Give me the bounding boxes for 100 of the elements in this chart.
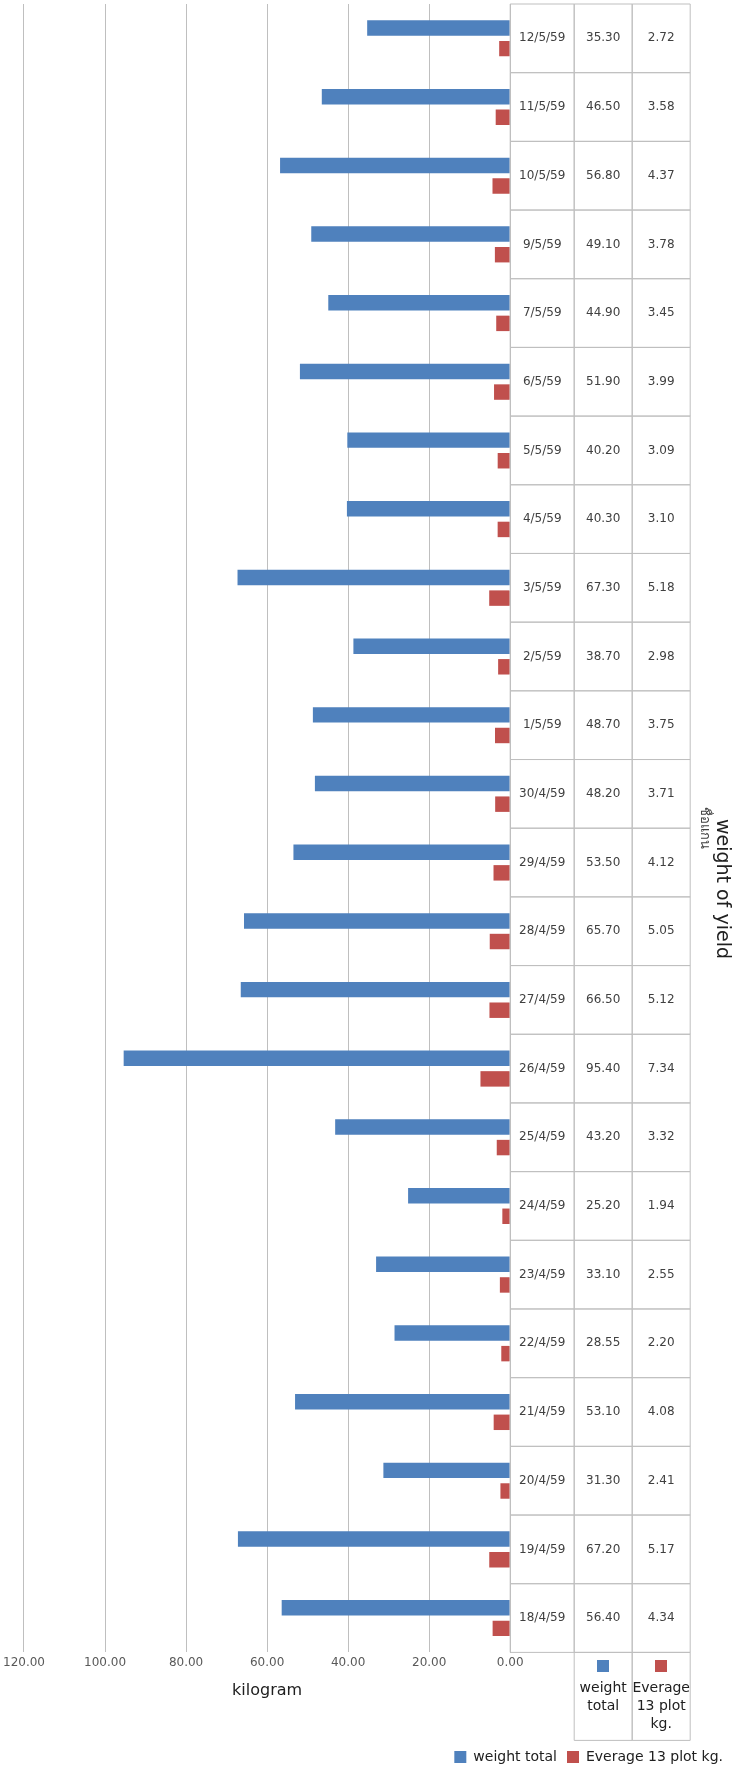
- x-tick-label: 120.00: [2, 1654, 45, 1669]
- data-label: 4.08: [647, 1404, 675, 1419]
- y-tick-label: 5/5/59: [522, 442, 562, 457]
- y-tick-label: 12/5/59: [519, 30, 566, 45]
- data-label: 2.20: [647, 1335, 675, 1350]
- data-label: 33.10: [586, 1266, 621, 1281]
- y-tick-label: 18/4/59: [519, 1610, 566, 1625]
- data-label: 2.98: [647, 648, 675, 663]
- y-tick-label: 11/5/59: [519, 99, 566, 114]
- bar: [280, 157, 510, 174]
- bar: [498, 659, 510, 675]
- bar: [497, 453, 510, 469]
- y-tick-label: 19/4/59: [519, 1541, 566, 1556]
- bar: [328, 295, 510, 311]
- data-label: 25.20: [586, 1198, 621, 1213]
- data-label: 65.70: [586, 923, 621, 938]
- bar: [314, 775, 510, 792]
- data-label: 5.12: [647, 992, 675, 1007]
- bar: [493, 865, 510, 881]
- bar: [502, 1208, 510, 1224]
- y-tick-label: 30/4/59: [519, 785, 566, 800]
- data-label: 7.34: [647, 1060, 675, 1075]
- bar: [312, 707, 510, 723]
- data-label: 49.10: [586, 236, 621, 251]
- data-label: 40.20: [586, 442, 621, 457]
- bar: [353, 638, 510, 654]
- data-label: 4.37: [647, 167, 675, 182]
- data-label: 66.50: [586, 992, 621, 1007]
- bar: [376, 1256, 510, 1273]
- bar: [240, 981, 510, 998]
- bar: [494, 246, 510, 263]
- bar: [281, 1600, 510, 1616]
- data-label: 48.20: [586, 785, 621, 800]
- bar: [493, 1414, 510, 1431]
- bar: [489, 1551, 510, 1568]
- data-label: 3.99: [647, 373, 675, 388]
- data-label: 2.72: [647, 30, 675, 45]
- bar: [321, 89, 510, 105]
- y-tick-label: 29/4/59: [519, 854, 566, 869]
- bar: [489, 590, 510, 606]
- bar: [495, 796, 510, 812]
- bar: [496, 1139, 510, 1156]
- data-label: 2.41: [647, 1472, 675, 1487]
- data-label: 3.58: [647, 99, 675, 114]
- bar: [499, 1277, 510, 1293]
- bar: [383, 1462, 510, 1479]
- data-label: 44.90: [586, 305, 621, 320]
- bar: [237, 1531, 510, 1547]
- y-tick-label: 21/4/59: [519, 1404, 566, 1419]
- bar: [501, 1345, 510, 1362]
- x-tick-label: 60.00: [249, 1654, 285, 1669]
- bar: [311, 226, 510, 242]
- bar: [496, 315, 510, 332]
- legend-label: weight total: [473, 1747, 557, 1764]
- bar: [367, 20, 510, 36]
- data-label: 31.30: [586, 1472, 621, 1487]
- bar: [244, 913, 510, 929]
- data-label: 3.10: [647, 511, 675, 526]
- data-label: 51.90: [586, 373, 621, 388]
- x-tick-label: 80.00: [168, 1654, 204, 1669]
- data-label: 28.55: [586, 1335, 621, 1350]
- text: weight total: [579, 1679, 627, 1714]
- data-label: 53.10: [586, 1404, 621, 1419]
- bar: [494, 384, 510, 400]
- data-label: 3.09: [647, 442, 675, 457]
- bar: [335, 1119, 510, 1135]
- data-label: 3.45: [647, 305, 675, 320]
- y-tick-label: 2/5/59: [522, 648, 562, 663]
- bar: [394, 1325, 510, 1341]
- bar: [497, 521, 510, 538]
- y-tick-label: 25/4/59: [519, 1129, 566, 1144]
- legend-label: Everage 13 plot kg.: [585, 1747, 724, 1764]
- data-label: 40.30: [586, 511, 621, 526]
- bar: [495, 109, 510, 126]
- data-label: 5.05: [647, 923, 675, 938]
- bar: [299, 363, 510, 380]
- data-label: 3.75: [647, 717, 675, 732]
- y-tick-label: 27/4/59: [519, 992, 566, 1007]
- x-tick-label: 100.00: [84, 1654, 127, 1669]
- x-tick-label: 20.00: [411, 1654, 447, 1669]
- x-tick-label: 0.00: [496, 1654, 524, 1669]
- text: Everage 13 plot kg.: [632, 1679, 690, 1732]
- data-label: 67.30: [586, 579, 621, 594]
- y-tick-label: 10/5/59: [519, 167, 566, 182]
- data-label: 95.40: [586, 1060, 621, 1075]
- data-label: 2.55: [647, 1266, 675, 1281]
- data-label: 4.12: [647, 854, 675, 869]
- data-label: 56.40: [586, 1610, 621, 1625]
- bar: [408, 1187, 510, 1204]
- data-label: 4.34: [647, 1610, 675, 1625]
- y-tick-label: 20/4/59: [519, 1472, 566, 1487]
- data-label: 3.78: [647, 236, 675, 251]
- bar: [492, 178, 510, 194]
- x-axis-title: kilogram: [232, 1679, 303, 1699]
- data-label: 56.80: [586, 167, 621, 182]
- data-label: 43.20: [586, 1129, 621, 1144]
- data-label: 38.70: [586, 648, 621, 663]
- y-tick-label: 26/4/59: [519, 1060, 566, 1075]
- data-label: 3.71: [647, 785, 675, 800]
- bar: [489, 933, 510, 950]
